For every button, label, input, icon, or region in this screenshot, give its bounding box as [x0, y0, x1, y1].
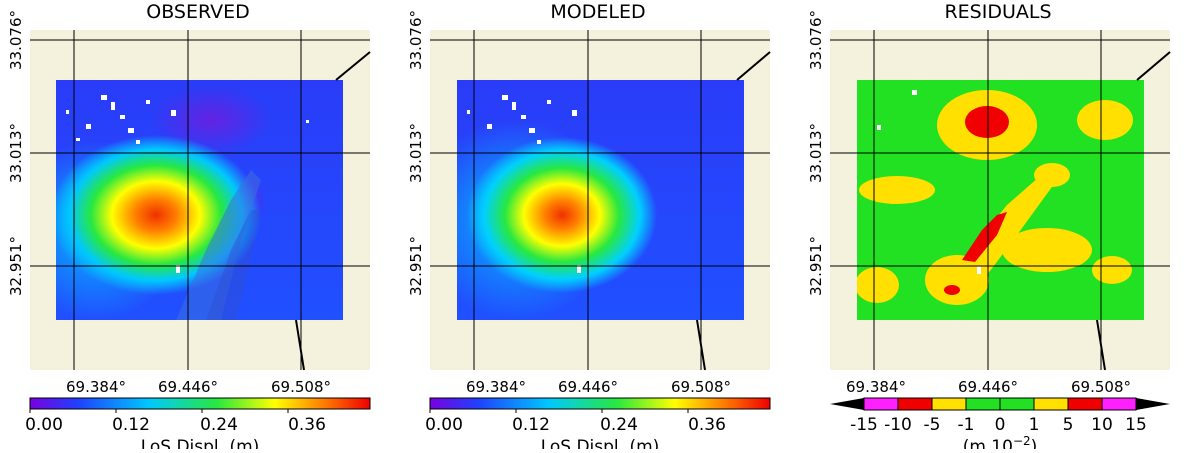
lon-label: 69.508° [1071, 378, 1131, 396]
colorbar-bins [863, 397, 1137, 411]
colorbar-ticks: -15 -10 -5 -1 0 1 5 10 15 [850, 415, 1147, 435]
lat-label: 33.076° [7, 10, 25, 70]
colorbar-tick: 0.36 [288, 415, 326, 435]
colorbar-tick: 5 [1063, 415, 1074, 435]
colorbar-bin [1033, 397, 1069, 411]
observed-swath [56, 80, 343, 320]
colorbar-bin [1067, 397, 1103, 411]
graticule [30, 30, 370, 370]
colorbar-bin [965, 397, 1001, 411]
colorbar-tick: 0.24 [200, 415, 238, 435]
graticule [830, 30, 1170, 370]
latitude-labels: 33.076° 33.013° 32.951° [7, 10, 25, 296]
colorbar-tick: 0 [995, 415, 1006, 435]
colorbar-tick: 0.12 [112, 415, 150, 435]
colorbar-bin [931, 397, 967, 411]
colorbar-tick: 10 [1091, 415, 1113, 435]
lat-label: 32.951° [407, 236, 425, 296]
colorbar-tick: -15 [850, 415, 878, 435]
coastline [295, 51, 371, 371]
colorbar-tick: -5 [924, 415, 941, 435]
lon-label: 69.508° [271, 378, 331, 396]
colorbar-tick: 0.12 [512, 415, 550, 435]
discrete-colorbar: -15 -10 -5 -1 0 1 5 10 15 (m.10−2) [830, 397, 1170, 453]
lat-label: 33.013° [7, 123, 25, 183]
lon-label: 69.384° [66, 378, 126, 396]
colorbar-label: (m.10−2) [963, 434, 1038, 449]
colorbar-label: LoS Displ. (m) [541, 437, 660, 449]
colorbar-bin [863, 397, 899, 411]
residuals-swath [857, 80, 1144, 320]
colorbar-tick: 0.24 [600, 415, 638, 435]
longitude-labels: 69.384° 69.446° 69.508° [846, 378, 1131, 396]
colorbar-tick: 0.00 [425, 415, 463, 435]
panel-title: RESIDUALS [944, 1, 1051, 23]
colorbar: 0.00 0.12 0.24 0.36 LoS Displ. (m) [25, 397, 371, 453]
colorbar-bin [999, 397, 1035, 411]
colorbar-extend-high [1136, 398, 1170, 410]
lat-label: 33.076° [807, 10, 825, 70]
colorbar-tick: 1 [1029, 415, 1040, 435]
colorbar-tick: -10 [884, 415, 912, 435]
lat-label: 33.076° [407, 10, 425, 70]
panel-title: MODELED [550, 1, 645, 23]
lon-label: 69.384° [466, 378, 526, 396]
panel-residuals: RESIDUALS [807, 1, 1171, 453]
panel-modeled: MODELED [407, 1, 771, 453]
longitude-labels: 69.384° 69.446° 69.508° [66, 378, 331, 396]
panel-observed: OBSERVED [7, 1, 371, 453]
colorbar: 0.00 0.12 0.24 0.36 LoS Displ. (m) [425, 397, 771, 453]
lon-label: 69.508° [671, 378, 731, 396]
lon-label: 69.446° [558, 378, 618, 396]
lat-label: 33.013° [407, 123, 425, 183]
panel-title: OBSERVED [146, 1, 250, 23]
latitude-labels: 33.076° 33.013° 32.951° [407, 10, 425, 296]
colorbar-label: LoS Displ. (m) [141, 437, 260, 449]
lon-label: 69.446° [958, 378, 1018, 396]
modeled-swath [457, 80, 744, 320]
colorbar-extend-low [830, 398, 864, 410]
lat-label: 32.951° [7, 236, 25, 296]
lat-label: 33.013° [807, 123, 825, 183]
colorbar-tick: 15 [1125, 415, 1147, 435]
latitude-labels: 33.076° 33.013° 32.951° [807, 10, 825, 296]
colorbar-tick: 0.00 [25, 415, 63, 435]
lat-label: 32.951° [807, 236, 825, 296]
colorbar-bin [897, 397, 933, 411]
colorbar-tick: 0.36 [688, 415, 726, 435]
lon-label: 69.446° [158, 378, 218, 396]
colorbar-tick: -1 [958, 415, 975, 435]
lon-label: 69.384° [846, 378, 906, 396]
colorbar-bin [1101, 397, 1137, 411]
graticule [430, 30, 770, 370]
longitude-labels: 69.384° 69.446° 69.508° [466, 378, 731, 396]
